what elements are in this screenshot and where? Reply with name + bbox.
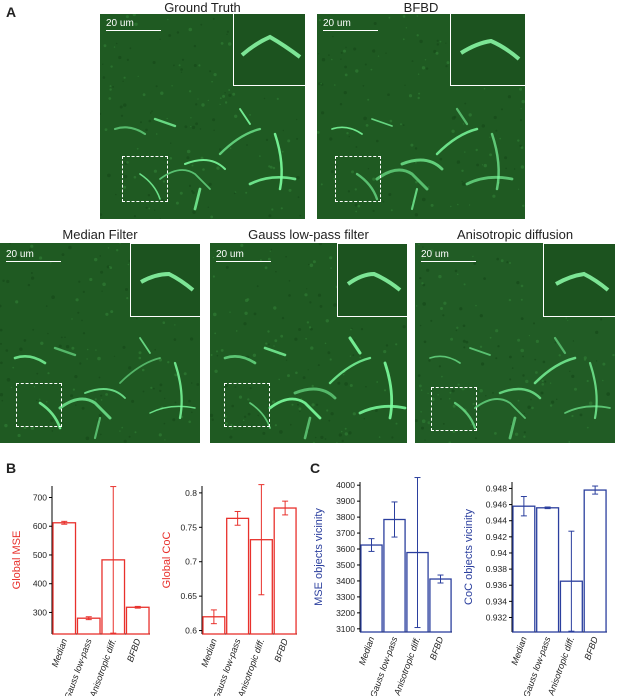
category-label: Median [509, 635, 528, 666]
y-tick-label: 0.94 [490, 548, 507, 558]
micrograph-texture [317, 14, 525, 217]
roi-box [122, 156, 168, 202]
y-tick-label: 700 [33, 492, 47, 502]
bar [360, 544, 383, 633]
roi-box [431, 387, 477, 431]
y-axis-label: CoC objects vicinity [463, 509, 475, 605]
y-tick-label: 600 [33, 521, 47, 531]
image-title-anisotropic: Anisotropic diffusion [456, 227, 574, 242]
category-label: BFBD [582, 635, 600, 661]
category-label: Median [357, 635, 376, 666]
image-title-gauss: Gauss low-pass filter [248, 227, 369, 242]
scale-bar: 20 um [421, 249, 476, 262]
image-title-ground-truth: Ground Truth [164, 0, 241, 15]
roi-box [224, 383, 270, 427]
y-tick-label: 3400 [336, 576, 355, 586]
image-title-bfbd: BFBD [403, 0, 439, 15]
bar [512, 505, 536, 633]
micrograph-median: 20 um [0, 243, 200, 443]
y-tick-label: 4000 [336, 480, 355, 490]
y-tick-label: 0.6 [185, 626, 197, 636]
micrograph-texture [210, 243, 407, 443]
y-tick-label: 0.75 [180, 522, 197, 532]
roi-box [16, 383, 62, 427]
zoom-inset [233, 14, 305, 86]
zoom-inset [450, 14, 525, 86]
y-tick-label: 3200 [336, 608, 355, 618]
y-tick-label: 3800 [336, 512, 355, 522]
y-tick-label: 500 [33, 550, 47, 560]
y-tick-label: 300 [33, 607, 47, 617]
micrograph-texture [0, 243, 200, 443]
category-label: Median [199, 637, 218, 668]
zoom-inset [337, 243, 407, 317]
y-tick-label: 3500 [336, 560, 355, 570]
y-tick-label: 0.7 [185, 557, 197, 567]
y-tick-label: 0.65 [180, 591, 197, 601]
y-axis-label: Global CoC [161, 532, 173, 589]
category-label: BFBD [125, 637, 143, 663]
y-tick-label: 0.942 [486, 532, 508, 542]
image-title-median: Median Filter [62, 227, 138, 242]
category-label: BFBD [272, 637, 290, 663]
scale-bar: 20 um [323, 18, 378, 31]
panel-letter-a: A [6, 4, 17, 20]
bar [52, 522, 77, 635]
y-tick-label: 3900 [336, 496, 355, 506]
zoom-inset [543, 243, 615, 317]
y-tick-label: 0.934 [486, 596, 508, 606]
bar [536, 507, 560, 633]
scale-bar: 20 um [106, 18, 161, 31]
category-label: BFBD [428, 635, 446, 661]
y-tick-label: 0.936 [486, 580, 508, 590]
panel-letter-b: B [6, 460, 17, 476]
y-tick-label: 3700 [336, 528, 355, 538]
roi-box [335, 156, 381, 202]
panel-letter-c: C [310, 460, 321, 476]
micrograph-bfbd: 20 um [317, 14, 525, 219]
y-tick-label: 0.932 [486, 612, 508, 622]
y-tick-label: 0.938 [486, 564, 508, 574]
scale-bar: 20 um [216, 249, 271, 262]
y-tick-label: 3600 [336, 544, 355, 554]
micrograph-gauss: 20 um [210, 243, 407, 443]
micrograph-anisotropic: 20 um [415, 243, 615, 443]
micrograph-ground-truth: 20 um [100, 14, 305, 219]
y-tick-label: 400 [33, 579, 47, 589]
bar [273, 507, 297, 635]
y-tick-label: 3100 [336, 624, 355, 634]
y-tick-label: 3300 [336, 592, 355, 602]
y-tick-label: 0.948 [486, 483, 508, 493]
bar [583, 489, 607, 633]
bar [125, 606, 150, 635]
bar [226, 517, 250, 635]
y-axis-label: MSE objects vicinity [313, 508, 325, 606]
y-tick-label: 0.944 [486, 516, 508, 526]
chart-mse-objects-vicinity: 3100 3200 3300 3400 3500 3600 3700 3800 3900 4000… [313, 477, 452, 696]
bar [429, 578, 452, 633]
category-label: Anisotropic diff. [87, 637, 118, 696]
zoom-inset [130, 243, 200, 317]
y-tick-label: 0.946 [486, 500, 508, 510]
chart-coc-objects-vicinity: 0.932 0.934 0.936 0.938 0.94 0.942 0.944 0.946 0… [463, 482, 607, 696]
y-axis-label: Global MSE [11, 531, 23, 590]
y-tick-label: 0.8 [185, 488, 197, 498]
scale-bar: 20 um [6, 249, 61, 262]
bar [76, 617, 101, 635]
category-label: Median [50, 637, 69, 668]
